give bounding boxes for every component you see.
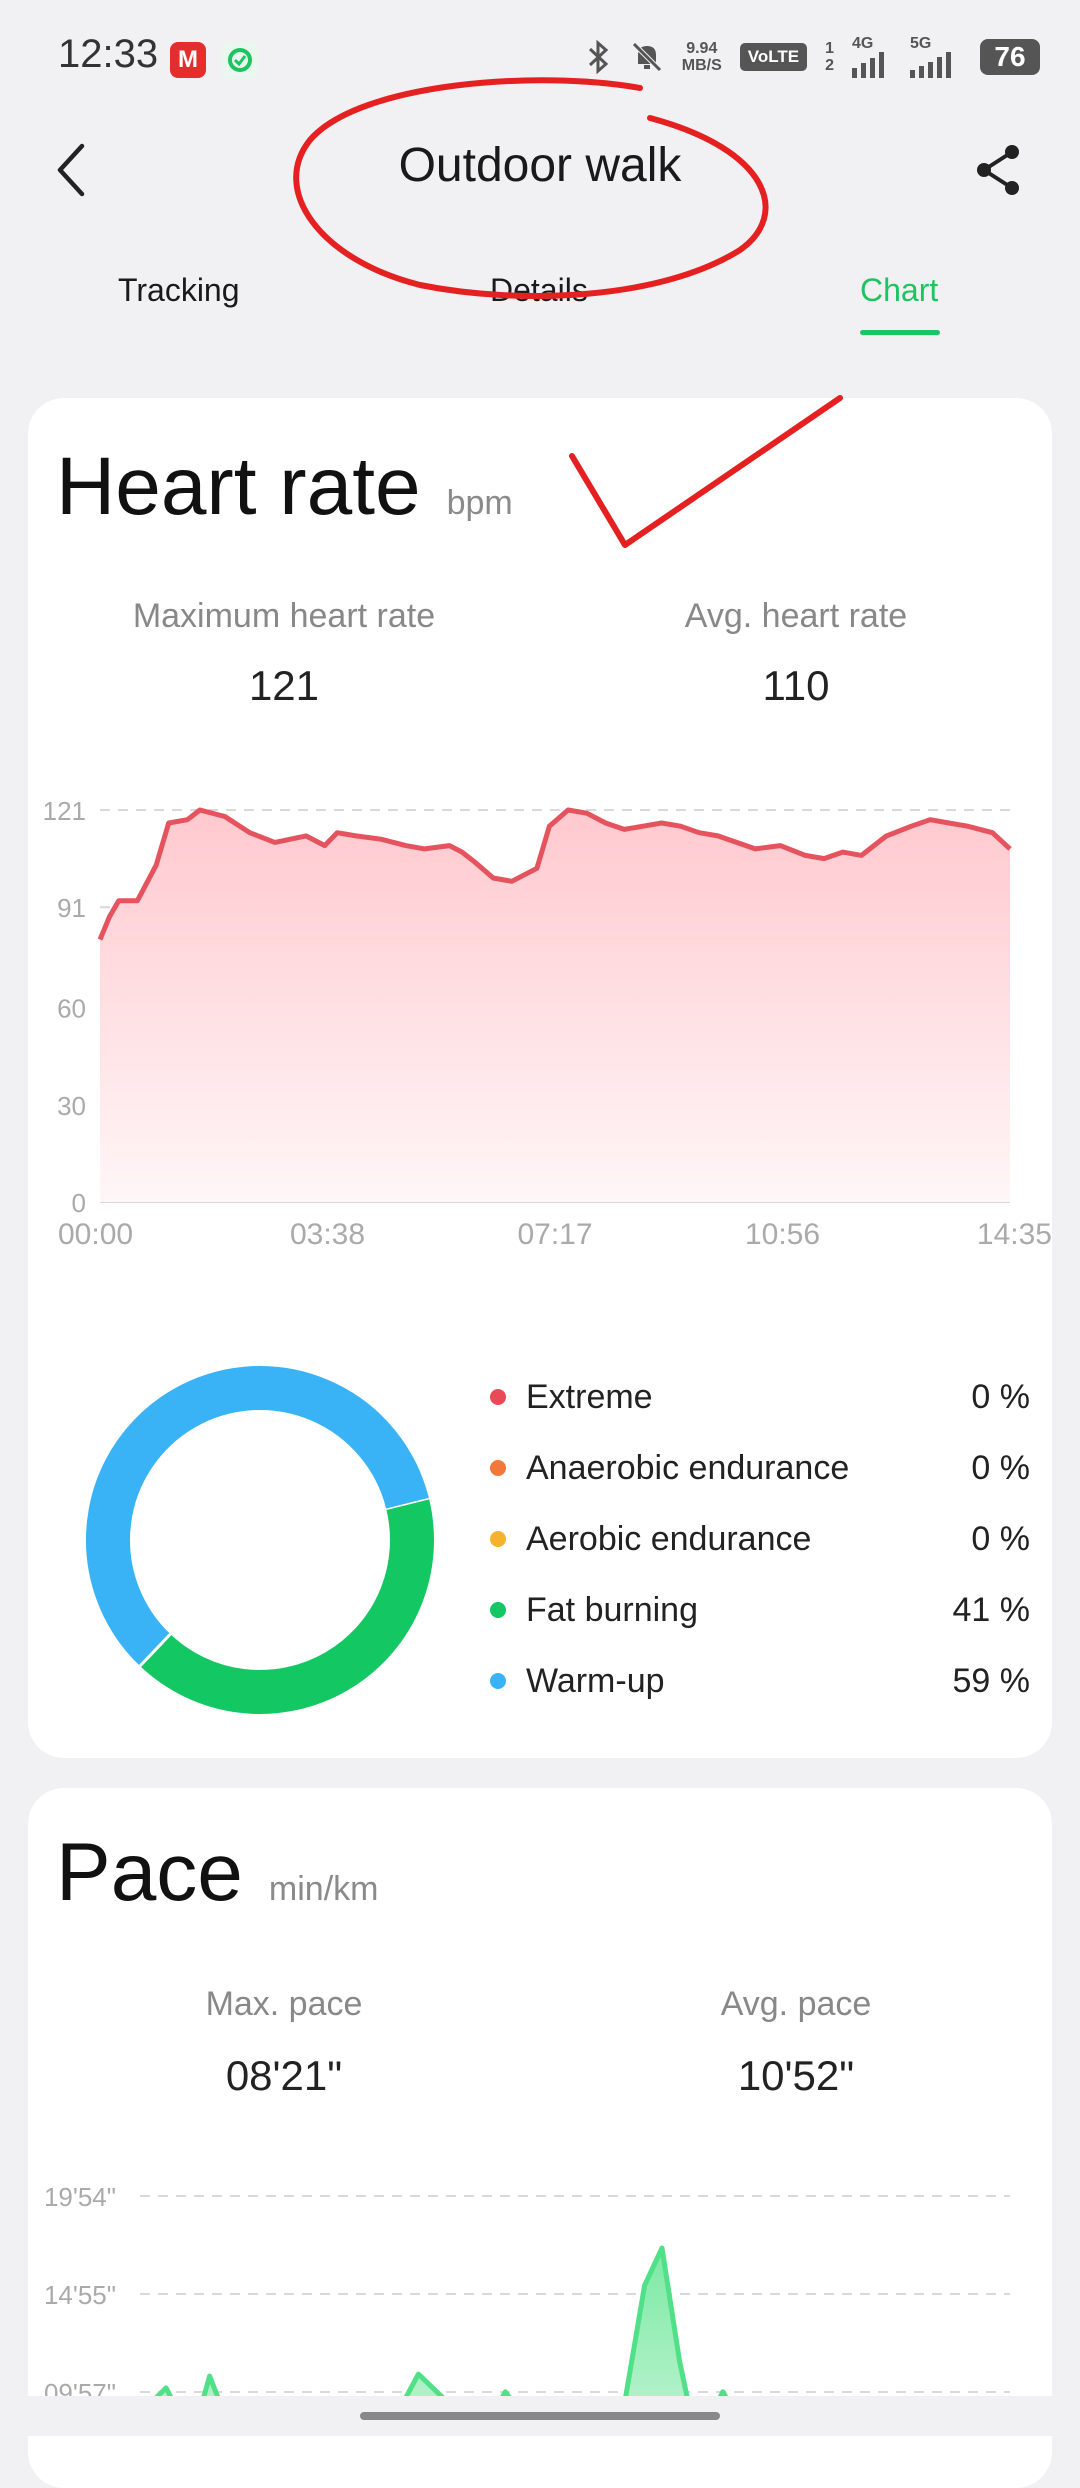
- home-indicator[interactable]: [360, 2412, 720, 2420]
- pace-chart-clip: 19'54" 14'55" 09'57": [0, 2160, 1080, 2396]
- max-pace-value: 08'21": [225, 2052, 343, 2099]
- zone-label: Anaerobic endurance: [526, 1448, 850, 1487]
- heart-rate-chart: 0 30 60 91 121 00:00 03:38 07:17 10:56 14:35: [43, 796, 1052, 1251]
- donut-slice-warm-up: [86, 1366, 429, 1666]
- mute-icon: [632, 42, 662, 72]
- max-pace-label: Max. pace: [205, 1985, 363, 2023]
- zone-warm-up: Warm-up 59 %: [490, 1656, 1030, 1706]
- zone-extreme: Extreme 0 %: [490, 1372, 1030, 1422]
- volte-badge: VoLTE: [739, 43, 808, 71]
- zone-anaerobic: Anaerobic endurance 0 %: [490, 1443, 1030, 1493]
- pace-y-tick-label: 14'55": [44, 2280, 116, 2310]
- hr-x-tick-label: 14:35: [977, 1218, 1052, 1251]
- zone-fat-burning: Fat burning 41 %: [490, 1585, 1030, 1635]
- status-icons: 9.94 MB/S VoLTE 1 2 4G 5G 76: [586, 34, 1040, 80]
- share-icon[interactable]: [970, 140, 1026, 200]
- app-notification-icon: [222, 42, 258, 78]
- sim-2-label: 2: [825, 57, 834, 74]
- signal-bars-icon: [852, 52, 884, 78]
- network-rate: 9.94 MB/S: [682, 40, 722, 74]
- hr-x-tick-label: 03:38: [290, 1218, 365, 1251]
- zone-percent: 41 %: [952, 1590, 1031, 1629]
- pace-chart: 19'54" 14'55" 09'57": [44, 2182, 1010, 2396]
- zone-percent: 0 %: [971, 1448, 1030, 1487]
- net-4g-label: 4G: [852, 35, 874, 52]
- heart-rate-heading: Heart rate bpm: [56, 440, 513, 534]
- zone-label: Fat burning: [526, 1590, 698, 1629]
- max-heart-rate-label: Maximum heart rate: [132, 597, 436, 635]
- network-rate-unit: MB/S: [681, 57, 722, 74]
- page-title: Outdoor walk: [398, 139, 682, 192]
- signal-5g: 5G: [910, 36, 962, 78]
- zone-label: Extreme: [526, 1377, 653, 1416]
- status-time: 12:33: [58, 32, 159, 76]
- sim-indicator: 1 2: [825, 40, 834, 74]
- hr-x-tick-label: 00:00: [58, 1218, 133, 1251]
- donut-separator: [138, 1633, 172, 1668]
- pace-series-area: [154, 2245, 729, 2396]
- hr-y-tick-label: 91: [57, 893, 86, 923]
- zone-dot: [490, 1673, 506, 1689]
- hr-series-line: [97, 807, 1012, 941]
- active-tab-indicator: [860, 330, 940, 335]
- avg-pace-label: Avg. pace: [720, 1985, 872, 2023]
- pace-y-tick-label: 19'54": [44, 2182, 116, 2212]
- gmail-notification-icon: M: [170, 42, 206, 78]
- donut-slice-fat-burning: [140, 1497, 434, 1714]
- zone-dot: [490, 1389, 506, 1405]
- avg-heart-rate-label: Avg. heart rate: [684, 597, 908, 635]
- battery-level: 76: [980, 39, 1040, 75]
- avg-pace-value: 10'52": [737, 2052, 855, 2099]
- pace-card: [28, 1788, 1052, 2488]
- zone-aerobic: Aerobic endurance 0 %: [490, 1514, 1030, 1564]
- hr-x-tick-label: 10:56: [745, 1218, 820, 1251]
- status-bar: 12:33 M 9.94 MB/S VoLTE 1 2 4G 5G 76: [0, 0, 1080, 110]
- hr-y-tick-label: 0: [72, 1188, 86, 1218]
- zone-percent: 59 %: [952, 1661, 1031, 1700]
- zone-label: Warm-up: [526, 1661, 665, 1700]
- network-rate-value: 9.94: [686, 40, 718, 57]
- hr-area-fill: [100, 810, 1010, 1202]
- pace-title: Pace: [56, 1827, 243, 1918]
- pace-y-tick-label: 09'57": [44, 2378, 116, 2396]
- zone-label: Aerobic endurance: [526, 1519, 812, 1558]
- zone-percent: 0 %: [971, 1519, 1030, 1558]
- tab-tracking[interactable]: Tracking: [118, 272, 240, 308]
- hr-y-tick-label: 60: [57, 994, 86, 1024]
- tab-chart[interactable]: Chart: [860, 272, 939, 308]
- sim-1-label: 1: [825, 40, 834, 57]
- heart-rate-zone-donut: [86, 1366, 434, 1714]
- bluetooth-icon: [588, 40, 609, 74]
- heart-rate-unit: bpm: [446, 484, 513, 522]
- hr-y-tick-label: 30: [57, 1091, 86, 1121]
- signal-4g: 4G: [852, 36, 892, 78]
- zone-percent: 0 %: [971, 1377, 1030, 1416]
- zone-dot: [490, 1602, 506, 1618]
- hr-x-tick-label: 07:17: [517, 1218, 592, 1251]
- heart-rate-title: Heart rate: [56, 441, 421, 532]
- pace-heading: Pace min/km: [56, 1826, 378, 1920]
- hr-y-tick-label: 121: [43, 796, 86, 826]
- back-arrow-icon[interactable]: [52, 140, 92, 200]
- signal-bars-icon: [910, 52, 951, 78]
- pace-unit: min/km: [268, 1870, 379, 1908]
- zone-dot: [490, 1531, 506, 1547]
- avg-heart-rate-value: 110: [762, 662, 830, 709]
- zone-dot: [490, 1460, 506, 1476]
- max-heart-rate-value: 121: [248, 662, 320, 709]
- net-5g-label: 5G: [910, 35, 932, 52]
- tab-details[interactable]: Details: [490, 272, 588, 308]
